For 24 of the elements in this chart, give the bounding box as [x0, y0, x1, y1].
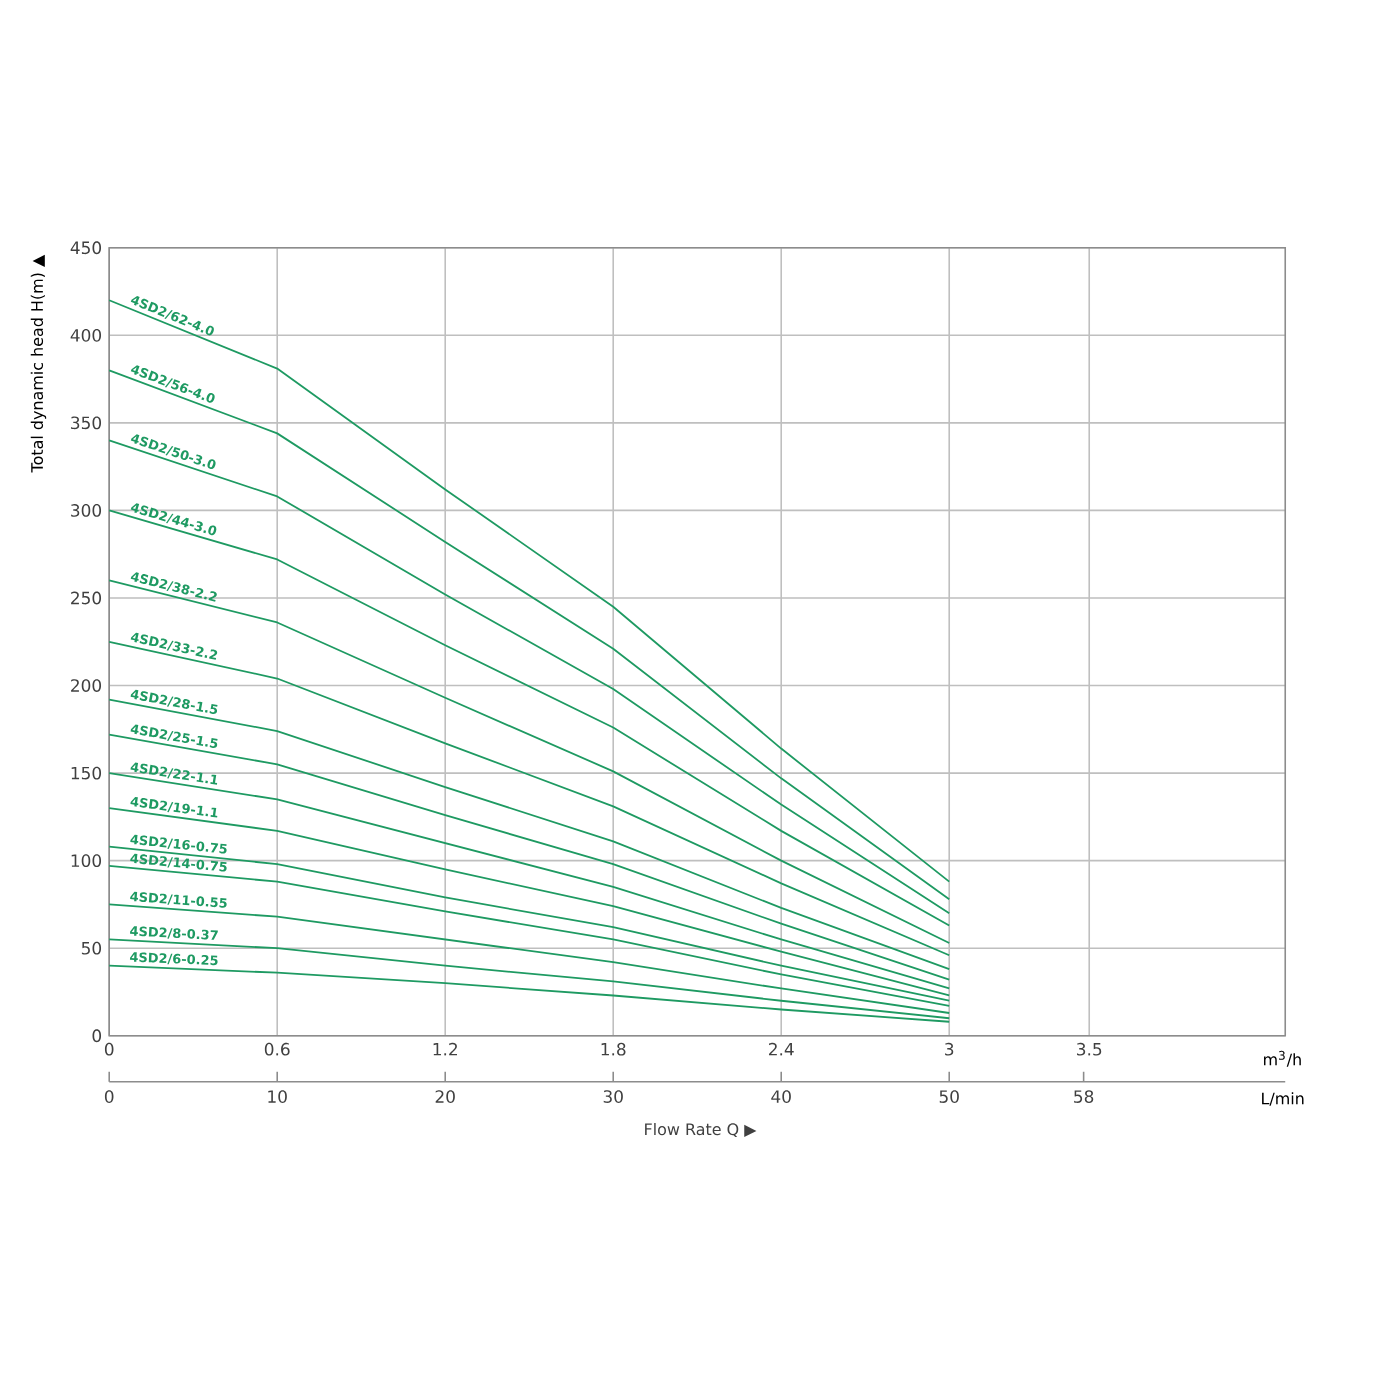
y-tick-label: 300: [71, 504, 102, 517]
x2-tick-label: 10: [268, 1090, 287, 1103]
x2-tick-label: 58: [1074, 1090, 1094, 1103]
x2-tick-label: 50: [939, 1090, 959, 1103]
y-tick-label: 50: [81, 941, 102, 955]
x-tick-label: 1.8: [601, 1042, 626, 1056]
y-tick-label: 150: [71, 766, 102, 780]
x-tick-label: 3.5: [1077, 1042, 1102, 1056]
y-tick-label: 350: [71, 416, 102, 430]
y-tick-label: 0: [92, 1029, 102, 1043]
x-tick-label: 1.2: [433, 1042, 457, 1056]
x-tick-label: 3: [945, 1042, 954, 1056]
y-tick-label: 450: [70, 241, 102, 255]
x2-tick-label: 0: [104, 1090, 114, 1103]
x2-tick-label: 20: [435, 1090, 455, 1103]
x-tick-label: 0: [104, 1042, 114, 1056]
x-tick-label: 0.6: [264, 1042, 290, 1056]
y-tick-label: 100: [71, 854, 102, 868]
x2-tick-label: 40: [771, 1090, 791, 1103]
y-tick-label: 250: [71, 591, 102, 605]
y-tick-label: 400: [70, 328, 102, 342]
y-tick-label: 200: [71, 679, 102, 692]
x-tick-label: 2.4: [769, 1042, 794, 1056]
x2-tick-label: 30: [603, 1090, 623, 1103]
